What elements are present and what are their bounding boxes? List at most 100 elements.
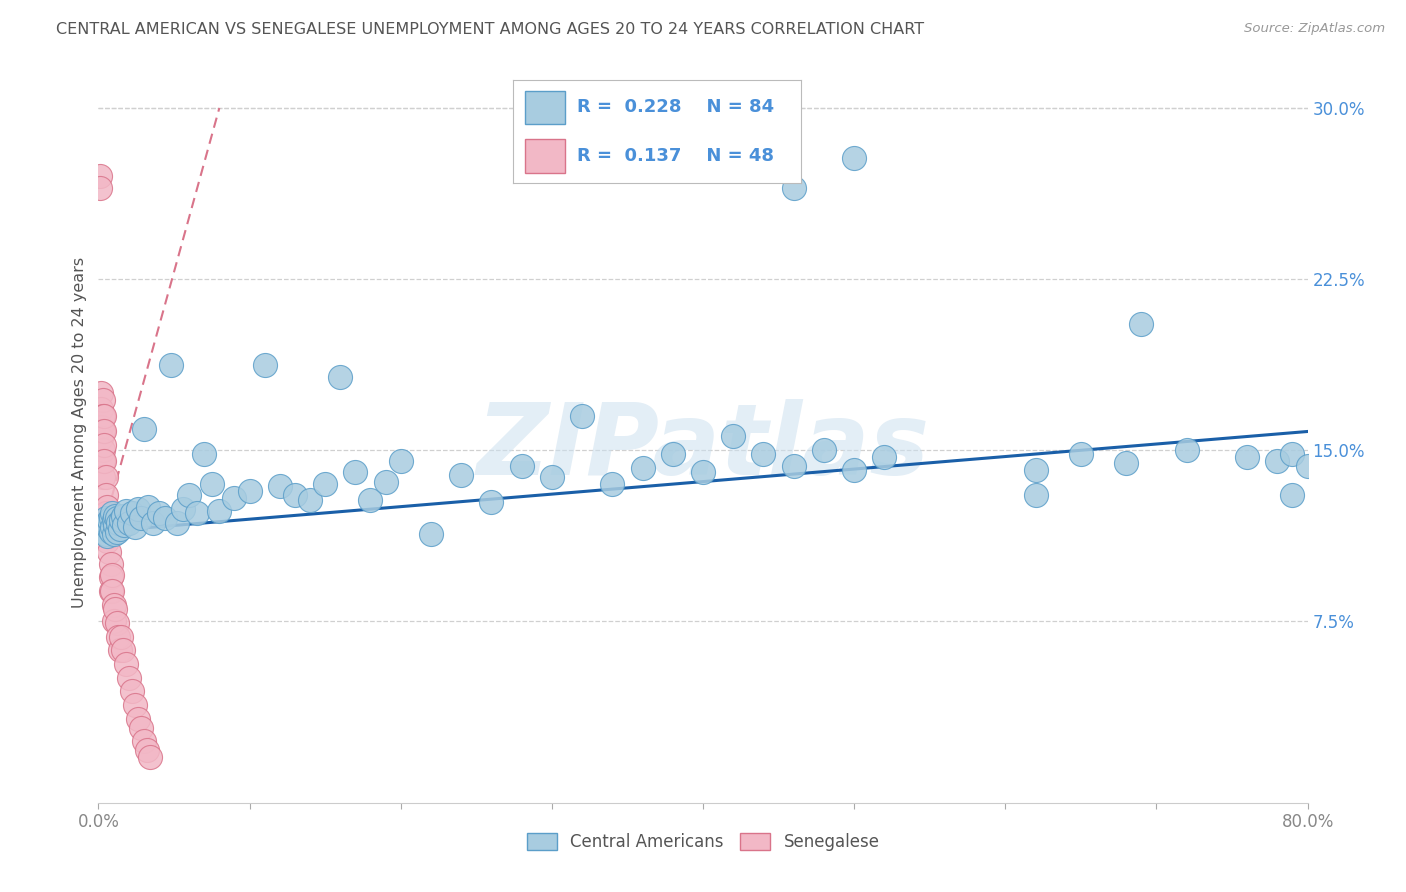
Point (103, 527, 125, 541)
Point (121, 684, 143, 698)
Point (481, 495, 503, 509)
Point (783, 458, 806, 473)
Point (201, 476, 224, 491)
Point (101, 520, 124, 534)
Point (208, 504, 231, 518)
Point (93, 425, 115, 439)
Point (813, 442, 835, 457)
Point (94, 523, 117, 537)
Point (96, 516, 118, 530)
Point (1281, 488, 1303, 502)
Point (253, 359, 276, 373)
Point (132, 734, 155, 748)
Point (104, 517, 127, 532)
Point (692, 466, 714, 480)
Point (98, 513, 121, 527)
FancyBboxPatch shape (524, 91, 565, 124)
Point (105, 524, 128, 539)
Point (571, 409, 593, 423)
Point (299, 492, 322, 507)
Point (1236, 450, 1258, 464)
Point (94, 488, 117, 502)
Point (94, 527, 117, 541)
Point (93, 409, 115, 423)
Point (100, 557, 122, 571)
Point (98, 545, 121, 559)
Point (103, 513, 125, 527)
Point (284, 488, 307, 502)
Point (127, 712, 149, 726)
Point (110, 630, 132, 644)
Point (107, 630, 129, 644)
Point (1070, 447, 1092, 461)
Point (186, 507, 208, 521)
Point (108, 523, 131, 537)
Point (93, 438, 115, 452)
Point (96, 500, 118, 514)
Point (114, 504, 136, 518)
Point (844, 463, 866, 477)
Point (132, 422, 155, 436)
Point (101, 583, 124, 598)
Point (602, 476, 624, 491)
Point (1130, 318, 1153, 332)
Point (1281, 447, 1303, 461)
Point (631, 461, 654, 475)
Point (1024, 463, 1046, 477)
Point (111, 643, 134, 657)
Point (93, 520, 115, 534)
Point (101, 568, 124, 582)
Point (94, 517, 117, 532)
Point (1175, 442, 1198, 457)
Point (91, 442, 114, 457)
Point (193, 447, 215, 461)
Point (1024, 488, 1046, 502)
Point (100, 570, 122, 584)
Point (107, 516, 129, 530)
Point (844, 151, 866, 165)
Point (89, 169, 111, 184)
Point (118, 671, 141, 685)
Point (104, 508, 127, 523)
Point (124, 698, 146, 712)
Point (96, 516, 118, 530)
Point (153, 511, 176, 525)
Point (661, 447, 683, 461)
Point (101, 507, 124, 521)
Point (105, 511, 128, 525)
Point (450, 467, 472, 482)
Point (100, 583, 122, 598)
Point (124, 520, 146, 534)
Point (93, 454, 115, 468)
Point (224, 491, 246, 505)
Point (103, 614, 125, 628)
Point (121, 507, 143, 521)
FancyBboxPatch shape (524, 139, 565, 173)
Text: Source: ZipAtlas.com: Source: ZipAtlas.com (1244, 22, 1385, 36)
Point (723, 429, 745, 443)
Point (112, 517, 135, 532)
Point (90, 420, 112, 434)
Point (98, 529, 121, 543)
Point (1296, 458, 1319, 473)
Point (873, 450, 896, 464)
Point (135, 743, 157, 757)
Point (269, 479, 291, 493)
Point (90, 401, 112, 416)
Point (94, 507, 117, 521)
Text: R =  0.228    N = 84: R = 0.228 N = 84 (576, 98, 773, 117)
Point (91, 392, 114, 407)
Point (752, 447, 775, 461)
Point (172, 502, 194, 516)
Point (94, 511, 117, 525)
Point (94, 470, 117, 484)
Point (96, 529, 118, 543)
Point (360, 492, 382, 507)
Point (136, 500, 159, 514)
Point (100, 511, 122, 525)
Point (103, 598, 125, 612)
Point (179, 488, 201, 502)
Point (127, 502, 149, 516)
Text: R =  0.137    N = 48: R = 0.137 N = 48 (576, 146, 773, 165)
Point (344, 466, 367, 480)
